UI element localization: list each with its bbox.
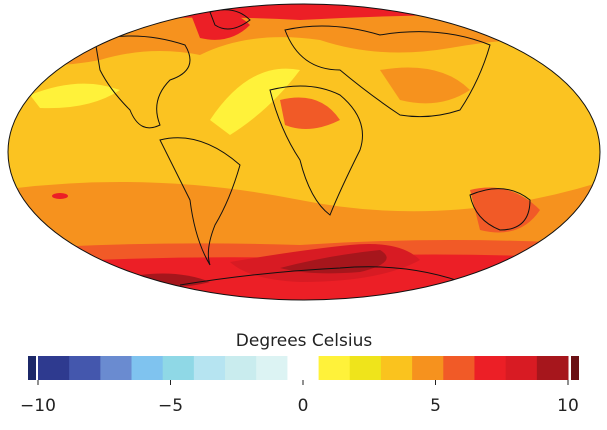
temperature-map — [8, 4, 600, 300]
colorbar: −10 −5 0 5 10 — [20, 356, 579, 416]
colorbar-segment — [474, 356, 507, 380]
colorbar-over — [571, 356, 579, 380]
colorbar-segment — [225, 356, 257, 380]
colorbar-segment — [287, 356, 320, 380]
colorbar-segment — [412, 356, 444, 380]
colorbar-segment — [38, 356, 70, 380]
colorbar-segment — [536, 356, 569, 380]
colorbar-segment — [256, 356, 288, 380]
tick-label: −10 — [20, 396, 56, 416]
colorbar-segment — [349, 356, 382, 380]
tick-label: 0 — [298, 396, 309, 416]
globe-outline — [7, 3, 601, 301]
colorbar-segment — [505, 356, 538, 380]
tick-label: 5 — [430, 396, 441, 416]
tick-label: 10 — [557, 396, 579, 416]
colorbar-title: Degrees Celsius — [236, 331, 373, 351]
colorbar-segment — [162, 356, 195, 380]
tick-label: −5 — [158, 396, 183, 416]
colorbar-segment — [100, 356, 133, 380]
colorbar-under — [28, 356, 36, 380]
colorbar-segment — [380, 356, 413, 380]
colorbar-segment — [131, 356, 164, 380]
colorbar-segment — [193, 356, 226, 380]
colorbar-segment — [318, 356, 351, 380]
colorbar-segment — [443, 356, 475, 380]
colorbar-segment — [69, 356, 101, 380]
